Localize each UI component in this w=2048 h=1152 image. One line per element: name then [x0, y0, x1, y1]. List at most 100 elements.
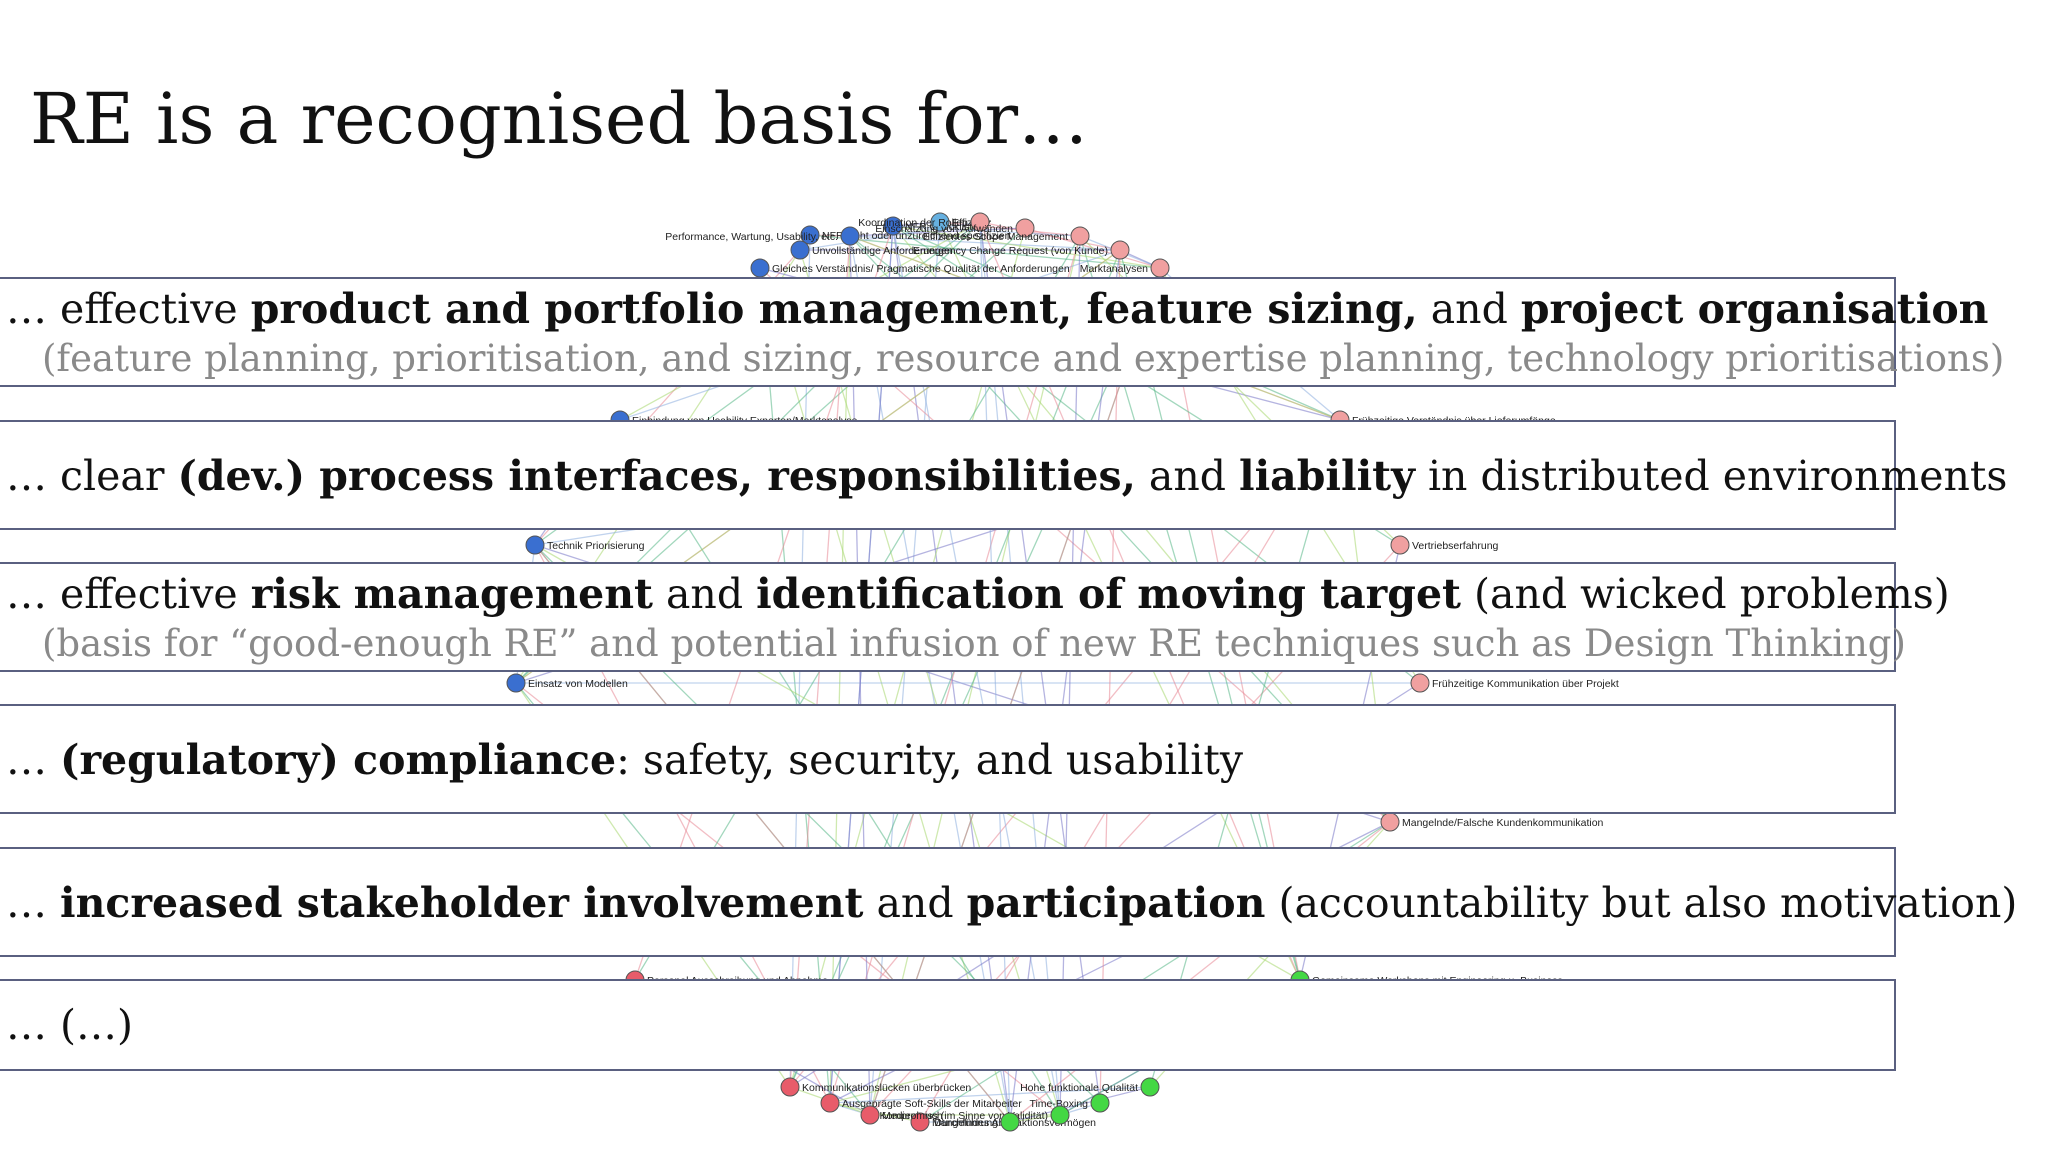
network-edge	[1099, 249, 1121, 1104]
item-5-part-1: …	[6, 879, 61, 927]
network-node-label: Emergency Change Request (von Kunde)	[913, 245, 1108, 257]
network-node: Einsatz von Modellen	[506, 673, 628, 693]
item-5-part-5: (accountability but also motivation)	[1265, 879, 2018, 927]
network-node-dot	[840, 226, 860, 246]
basis-item-1-text: … effective product and portfolio manage…	[6, 285, 1988, 333]
item-5-part-2: increased stakeholder involvement	[60, 879, 864, 927]
network-node: Effizientes Scope Management	[923, 226, 1090, 246]
item-3-part-5: (and wicked problems)	[1460, 570, 1950, 618]
item-2-part-1: … clear	[6, 452, 178, 500]
network-node-label: Gleiches Verständnis/ Pragmatische Quali…	[772, 263, 1070, 275]
item-1-part-1: … effective	[6, 285, 251, 333]
item-6-part-1: … (…)	[6, 1001, 134, 1049]
basis-item-5-text: … increased stakeholder involvement and …	[6, 879, 2017, 927]
network-node-dot	[1380, 812, 1400, 832]
item-4-part-2: (regulatory) compliance	[60, 736, 617, 784]
basis-item-4: … (regulatory) compliance: safety, secur…	[0, 704, 1896, 814]
network-node-dot	[790, 240, 810, 260]
network-edge	[892, 225, 1161, 269]
basis-item-6: … (…)	[0, 979, 1896, 1071]
network-node-dot	[780, 1077, 800, 1097]
network-node-dot	[800, 225, 820, 245]
network-node-dot	[525, 535, 545, 555]
network-node-dot	[1070, 226, 1090, 246]
network-node-dot	[820, 1093, 840, 1113]
network-node-label: Frühzeitige Kommunikation über Projekt	[1432, 678, 1619, 690]
basis-item-3-text: … effective risk management and identifi…	[6, 570, 1950, 618]
item-1-part-4: project organisation	[1520, 285, 1989, 333]
network-node-label: Unvollständige Anforderungen	[812, 245, 953, 257]
network-node: Technik Priorisierung	[525, 535, 645, 555]
network-edge	[1009, 1086, 1151, 1123]
network-node-dot	[506, 673, 526, 693]
item-2-part-3: and	[1135, 452, 1240, 500]
network-edge	[759, 267, 831, 1104]
basis-item-6-text: … (…)	[6, 1001, 133, 1049]
basis-item-3: … effective risk management and identifi…	[0, 562, 1950, 672]
network-node: Vertriebserfahrung	[1390, 535, 1499, 555]
network-node-label: Performance, Wartung, Usability, etc.	[665, 231, 838, 243]
basis-item-1: … effective product and portfolio manage…	[0, 277, 2004, 387]
network-node: Hohe funktionale Qualität	[1020, 1077, 1160, 1097]
network-node: Emergency Change Request (von Kunde)	[913, 240, 1130, 260]
network-node: Gleiches Verständnis/ Pragmatische Quali…	[750, 258, 1070, 278]
item-5-part-4: participation	[966, 879, 1266, 927]
network-node-label: NFR nicht oder unzureichend spezifiziert	[822, 230, 1011, 242]
network-node-dot	[1050, 1105, 1070, 1125]
network-node-label: Einsatz von Modellen	[528, 678, 628, 690]
basis-item-2: … clear (dev.) process interfaces, respo…	[0, 420, 2007, 530]
network-node-dot	[883, 216, 903, 236]
network-node-label: Kommunikationslücken überbrücken	[802, 1082, 971, 1094]
network-node: Durchführung	[934, 1112, 1020, 1132]
network-node: Kommunikationslücken überbrücken	[780, 1077, 971, 1097]
network-node: Unvollständige Anforderungen	[790, 240, 953, 260]
network-node-dot	[1110, 240, 1130, 260]
network-node: Marktanalysen	[1080, 258, 1170, 278]
network-node-label: Ausgeprägte Soft-Skills der Mitarbeiter	[842, 1098, 1022, 1110]
network-node-label: Vertriebserfahrung	[1412, 540, 1499, 552]
network-node: Mangelnde/Falsche Kundenkommunikation	[1380, 812, 1604, 832]
network-node-dot	[1390, 535, 1410, 555]
basis-item-2-text: … clear (dev.) process interfaces, respo…	[6, 452, 2007, 500]
basis-item-1-subtext: (feature planning, prioritisation, and s…	[42, 337, 2005, 380]
network-node-label: Hohe funktionale Qualität	[1020, 1082, 1138, 1094]
basis-item-5: … increased stakeholder involvement and …	[0, 847, 2017, 957]
network-node-label: Technik Priorisierung	[547, 540, 645, 552]
network-node-dot	[1000, 1112, 1020, 1132]
basis-item-4-text: … (regulatory) compliance: safety, secur…	[6, 736, 1243, 784]
network-nodes: NFR nicht oder unzureichend spezifiziert…	[506, 212, 1619, 1132]
network-node-label: Mangelnde/Falsche Kundenkommunikation	[1402, 817, 1604, 829]
network-node-dot	[1150, 258, 1170, 278]
network-node-dot	[930, 212, 950, 232]
network-node: Time-Boxing	[1029, 1093, 1110, 1113]
network-edge	[1009, 249, 1121, 1123]
item-5-part-3: and	[863, 879, 967, 927]
network-node-label: Einschätzung von Aufwänden	[875, 223, 1013, 235]
item-3-part-1: … effective	[6, 570, 251, 618]
basis-item-3-subtext: (basis for “good-enough RE” and potentia…	[42, 622, 1906, 665]
network-node: Frühzeitige Kommunikation über Projekt	[1410, 673, 1619, 693]
network-edge	[789, 267, 1161, 1088]
network-node-label: Durchführung	[934, 1117, 998, 1129]
network-node-dot	[750, 258, 770, 278]
item-4-part-1: …	[6, 736, 61, 784]
item-2-part-4: liability	[1239, 452, 1415, 500]
network-node: Koordination der Rollen	[858, 212, 990, 232]
item-1-part-2: product and portfolio management, featur…	[250, 285, 1418, 333]
network-edge	[869, 267, 1161, 1116]
network-node: NFR nicht oder unzureichend spezifiziert	[800, 225, 1011, 245]
network-node-label: Time-Boxing	[1029, 1098, 1088, 1110]
network-node-dot	[910, 1112, 930, 1132]
network-edge	[829, 1086, 1151, 1104]
network-node: Performance, Wartung, Usability, etc.	[665, 226, 860, 246]
network-node-dot	[1015, 218, 1035, 238]
item-1-part-3: and	[1417, 285, 1521, 333]
network-node: Einschätzung von Aufwänden	[875, 218, 1035, 238]
network-node-dot	[1410, 673, 1430, 693]
item-3-part-3: and	[652, 570, 757, 618]
network-node-dot	[1140, 1077, 1160, 1097]
network-edge	[849, 227, 1026, 237]
network-node-dot	[970, 212, 990, 232]
item-3-part-2: risk management	[250, 570, 653, 618]
item-4-part-3: : safety, security, and usability	[616, 736, 1243, 784]
